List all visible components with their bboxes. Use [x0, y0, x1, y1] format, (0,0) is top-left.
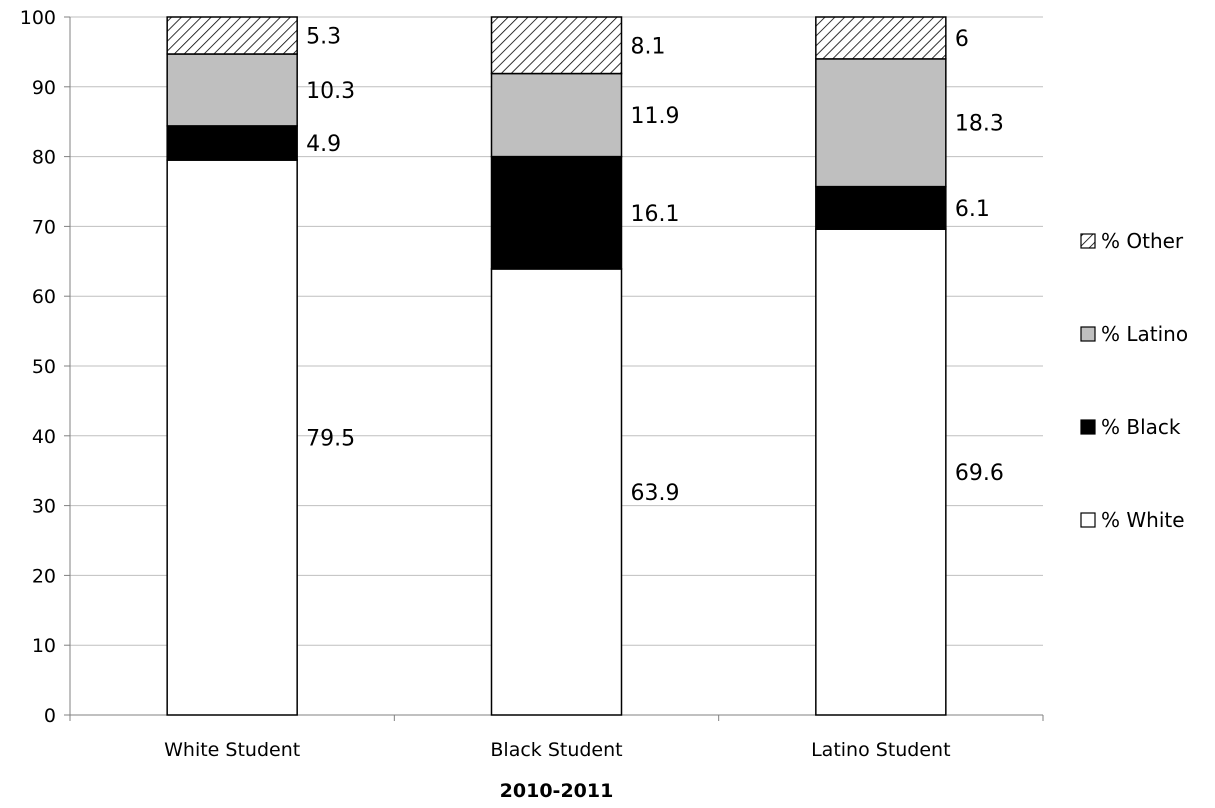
legend-label: % Black: [1101, 415, 1181, 439]
y-tick-label: 10: [32, 635, 56, 657]
x-category-label: Black Student: [490, 739, 622, 761]
data-label: 16.1: [631, 202, 680, 227]
bar-segment: [166, 125, 298, 161]
legend-swatch: [1080, 326, 1096, 342]
legend-label: % White: [1101, 508, 1185, 532]
legend-label: % Other: [1101, 229, 1184, 253]
y-tick-label: 0: [44, 705, 56, 727]
y-tick-label: 70: [32, 216, 56, 238]
bar-segment: [490, 155, 623, 270]
bar-segment: [490, 72, 623, 158]
data-label: 18.3: [955, 112, 1004, 137]
y-tick-label: 60: [32, 286, 56, 308]
y-tick-label: 40: [32, 426, 56, 448]
data-label: 10.3: [306, 79, 355, 104]
y-tick-label: 90: [32, 77, 56, 99]
data-label: 69.6: [955, 461, 1004, 486]
y-tick-label: 30: [32, 496, 56, 518]
data-label: 11.9: [631, 104, 680, 129]
data-label: 79.5: [306, 427, 355, 452]
bar-segment: [166, 159, 298, 716]
bar-segment: [166, 53, 298, 127]
data-label: 4.9: [306, 132, 341, 157]
bar-segment: [815, 228, 947, 716]
bar-segment: [490, 268, 623, 716]
bar-segment: [815, 16, 947, 60]
y-tick-label: 80: [32, 147, 56, 169]
bar-segment: [815, 185, 947, 230]
bar-segment: [166, 16, 298, 55]
data-label: 8.1: [631, 34, 666, 59]
y-tick-label: 50: [32, 356, 56, 378]
data-label: 63.9: [631, 481, 680, 506]
bar-segment: [490, 16, 623, 75]
x-category-label: White Student: [164, 739, 300, 761]
data-label: 5.3: [306, 24, 341, 49]
x-category-label: Latino Student: [811, 739, 950, 761]
legend-swatch: [1080, 419, 1096, 435]
bars: [166, 16, 947, 716]
x-axis-title: 2010-2011: [500, 780, 614, 802]
legend: % Other % Latino % Black % White: [1080, 229, 1188, 532]
y-tick-label: 100: [20, 7, 56, 29]
legend-label: % Latino: [1101, 322, 1188, 346]
data-label: 6.1: [955, 197, 990, 222]
y-tick-label: 20: [32, 565, 56, 587]
legend-swatch: [1080, 233, 1096, 249]
legend-swatch: [1080, 512, 1096, 528]
data-labels: 79.5 4.9 10.3 5.3 63.9 16.1 11.9 8.1 69.6 6.1 18.3…: [306, 24, 1004, 505]
bar-segment: [815, 58, 947, 188]
data-label: 6: [955, 27, 969, 52]
